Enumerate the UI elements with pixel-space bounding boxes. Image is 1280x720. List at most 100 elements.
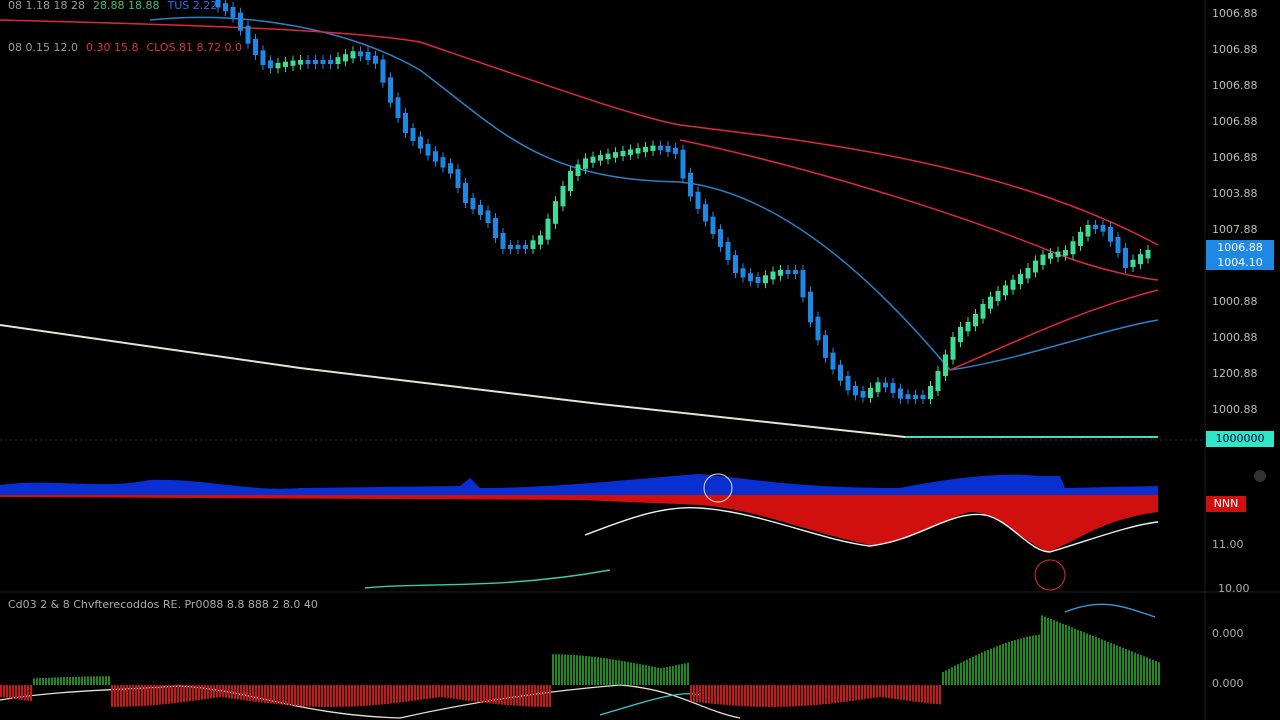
hist-bar	[1098, 638, 1100, 685]
candle	[403, 113, 408, 133]
hist-bar	[627, 661, 629, 685]
hist-bar	[408, 685, 410, 702]
hist-bar	[105, 676, 107, 685]
candle	[1063, 250, 1068, 256]
hist-bar	[396, 685, 398, 703]
hist-bar	[1143, 656, 1145, 685]
hist-bar	[543, 685, 545, 707]
hist-bar	[333, 685, 335, 707]
price-label: 1000.88	[1212, 331, 1258, 344]
hist-bar	[84, 676, 86, 685]
hist-bar	[894, 685, 896, 700]
hist-bar	[591, 656, 593, 685]
hist-bar	[495, 685, 497, 705]
hist-bar	[120, 685, 122, 707]
price-label: 1200.88	[1212, 367, 1258, 380]
candle	[545, 218, 551, 240]
candle	[1040, 254, 1046, 265]
hist-bar	[570, 654, 572, 685]
hist-bar	[849, 685, 851, 702]
hist-bar	[297, 685, 299, 706]
hist-bar	[552, 654, 554, 685]
hist-bar	[804, 685, 806, 706]
hist-bar	[387, 685, 389, 704]
hist-bar	[1071, 627, 1073, 685]
hist-bar	[339, 685, 341, 707]
hist-bar	[366, 685, 368, 706]
hist-bar	[792, 685, 794, 707]
hist-bar	[1038, 634, 1040, 685]
candle	[838, 364, 843, 381]
long-ma	[0, 324, 906, 438]
hist-bar	[327, 685, 329, 707]
hist-bar	[579, 655, 581, 685]
hist-bar	[264, 685, 266, 703]
hist-bar	[108, 676, 110, 685]
candle	[1003, 285, 1008, 296]
candle	[605, 153, 611, 160]
hist-bar	[1062, 623, 1064, 685]
hist-bar	[33, 678, 35, 685]
candle	[478, 204, 483, 215]
hist-bar	[429, 685, 431, 699]
candle	[508, 245, 513, 249]
candle	[950, 337, 956, 360]
hist-bar	[177, 685, 179, 703]
hist-bar	[717, 685, 719, 705]
oscillator-area	[0, 495, 1158, 552]
hist-bar	[525, 685, 527, 707]
hist-bar	[216, 685, 218, 698]
hist-bar	[816, 685, 818, 705]
hist-bar	[999, 645, 1001, 685]
candle	[1018, 274, 1023, 285]
hist-bar	[1140, 655, 1142, 685]
candle	[725, 242, 731, 260]
hist-bar	[561, 654, 563, 685]
hist-bar	[576, 655, 578, 685]
hist-bar	[474, 685, 476, 702]
marker	[1034, 559, 1066, 591]
hist-bar	[831, 685, 833, 704]
hist-bar	[546, 685, 548, 707]
hist-bar	[489, 685, 491, 704]
hist-bar	[564, 654, 566, 685]
candle	[365, 52, 371, 60]
hist-bar	[1077, 629, 1079, 685]
hist-bar	[336, 685, 338, 707]
price-tag-text: 1004.10	[1217, 256, 1263, 269]
hist-bar	[210, 685, 212, 699]
hist-bar	[501, 685, 503, 705]
hist-bar	[144, 685, 146, 706]
candle	[965, 322, 971, 332]
hist-bar	[141, 685, 143, 707]
hist-bar	[48, 677, 50, 685]
settings-icon[interactable]	[1254, 470, 1266, 482]
hist-bar	[261, 685, 263, 703]
hist-bar	[897, 685, 899, 700]
candle	[778, 270, 783, 276]
hist-bar	[630, 662, 632, 685]
hist-bar	[744, 685, 746, 707]
hist-bar	[936, 685, 938, 705]
hist-bar	[222, 685, 224, 698]
hist-bar	[711, 685, 713, 704]
hist-bar	[51, 677, 53, 685]
candle	[305, 60, 311, 64]
hist-bar	[657, 667, 659, 685]
hist-bar	[207, 685, 209, 699]
candle	[388, 77, 393, 103]
hist-bar	[255, 685, 257, 702]
hist-bar	[54, 677, 56, 685]
hist-bar	[135, 685, 137, 707]
hist-bar	[681, 664, 683, 685]
hist-bar	[693, 685, 695, 702]
hist-bar	[1128, 650, 1130, 685]
hist-bar	[102, 676, 104, 685]
hist-bar	[1053, 620, 1055, 685]
candle	[988, 296, 993, 309]
candle	[358, 51, 363, 57]
candle	[215, 0, 221, 8]
hist-bar	[75, 676, 77, 685]
candle	[1070, 241, 1076, 255]
